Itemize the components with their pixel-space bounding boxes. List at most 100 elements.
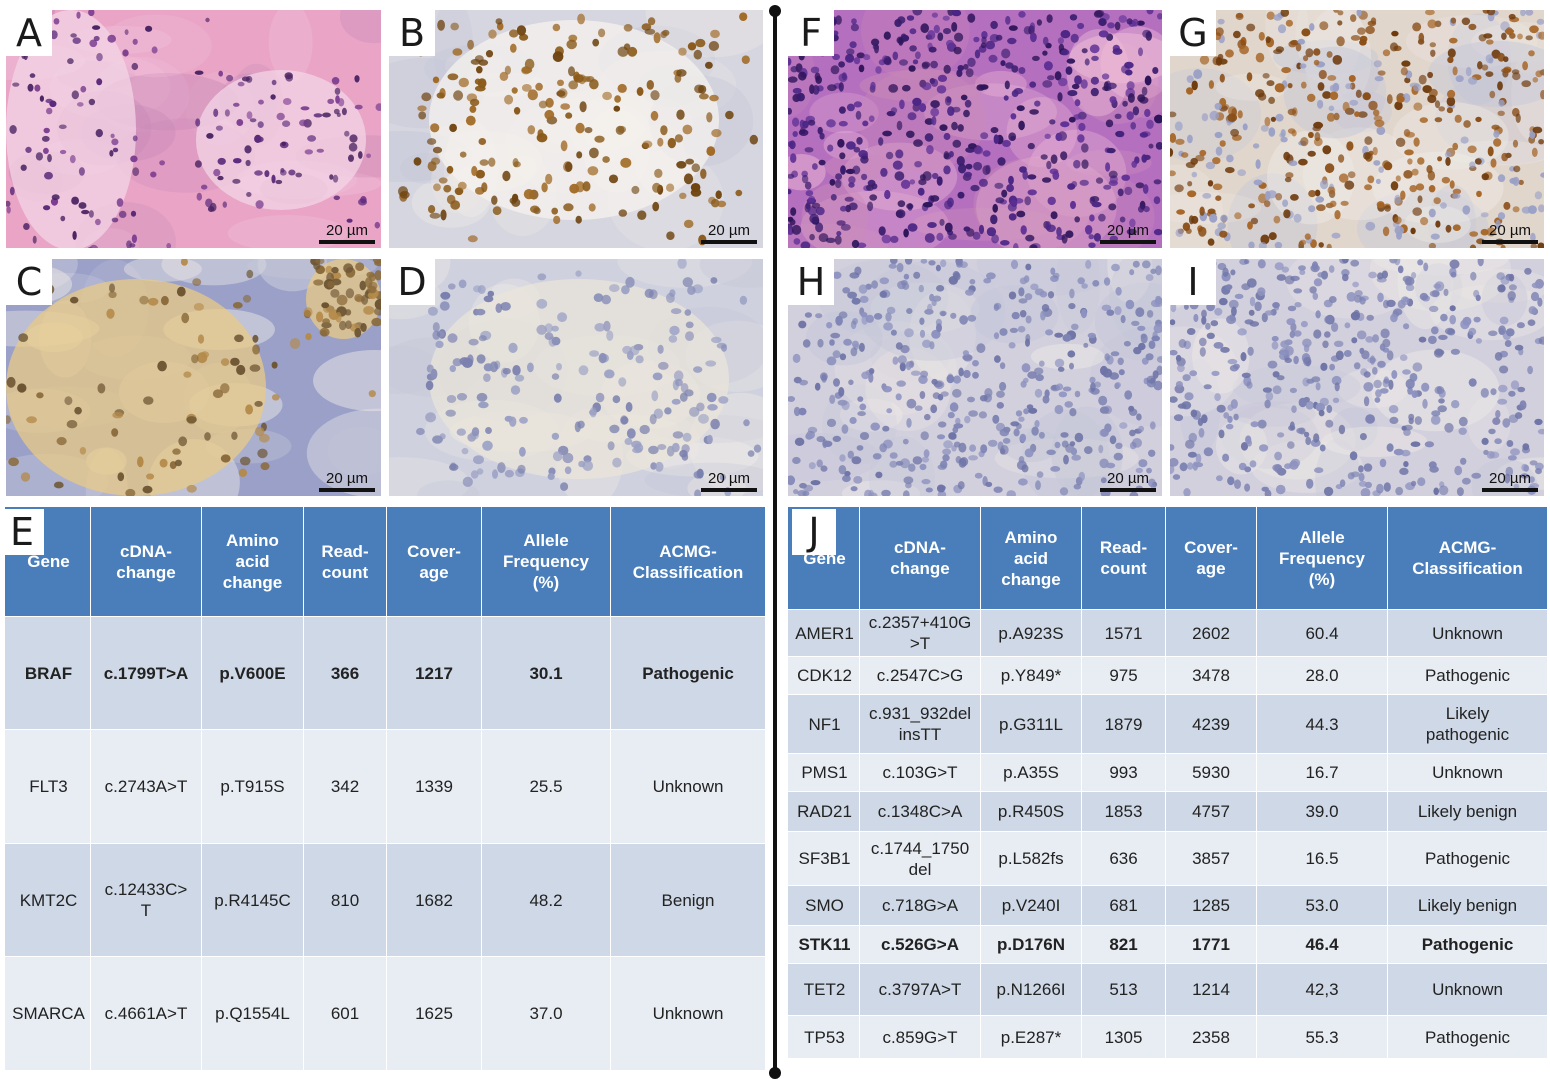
table-cell: p.V600E	[201, 616, 304, 730]
table-cell: 4239	[1165, 694, 1257, 754]
table-cell: 1853	[1081, 791, 1166, 832]
scale-bar-line	[1482, 240, 1538, 244]
table-cell: 366	[303, 616, 387, 730]
table-cell: 601	[303, 956, 387, 1071]
table-cell: p.G311L	[980, 694, 1082, 754]
table-cell: RAD21	[787, 791, 860, 832]
table-row: BRAF c.1799T>A p.V600E 366 1217 30.1 Pathogeni…	[4, 616, 766, 730]
scale-bar-line	[1100, 488, 1156, 492]
column-header: Allele Frequency (%)	[1256, 506, 1388, 610]
divider-top-dot	[769, 5, 781, 17]
table-cell: c.3797A>T	[859, 963, 981, 1016]
panel-label-a: A	[6, 10, 52, 56]
table-cell: 39.0	[1256, 791, 1388, 832]
table-row: TP53 c.859G>T p.E287* 1305 2358 55.3 Pathogeni…	[787, 1015, 1548, 1059]
scale-bar-line	[701, 240, 757, 244]
column-header: Read-count	[1081, 506, 1166, 610]
panel-h-ihc-negative: H 20 µm	[788, 259, 1162, 496]
table-cell: 513	[1081, 963, 1166, 1016]
table-cell: p.T915S	[201, 729, 304, 844]
table-cell: 342	[303, 729, 387, 844]
column-header: ACMG- Classification	[1387, 506, 1548, 610]
panel-g-ihc-nuclear: G 20 µm	[1170, 10, 1544, 248]
table-cell: c.2547C>G	[859, 656, 981, 695]
table-cell: Unknown	[1387, 753, 1548, 792]
column-header: cDNA-change	[859, 506, 981, 610]
panel-label-d: D	[389, 259, 435, 305]
column-header: Amino acid change	[980, 506, 1082, 610]
table-cell: 16.7	[1256, 753, 1388, 792]
scale-bar-text: 20 µm	[326, 470, 368, 487]
table-cell: 28.0	[1256, 656, 1388, 695]
table-j-variants: Gene cDNA-change Amino acid change Read-count…	[787, 506, 1548, 1059]
table-cell: p.V240I	[980, 885, 1082, 926]
table-cell: 3857	[1165, 831, 1257, 886]
scale-bar-line	[1482, 488, 1538, 492]
table-row: NF1 c.931_932del insTT p.G311L 1879 4239 44.3 L…	[787, 694, 1548, 754]
table-cell: 810	[303, 843, 387, 957]
table-cell: p.Y849*	[980, 656, 1082, 695]
table-cell: p.D176N	[980, 925, 1082, 964]
table-cell: 44.3	[1256, 694, 1388, 754]
panel-b-ihc-nuclear: B 20 µm	[389, 10, 763, 248]
column-header: Amino acid change	[201, 506, 304, 617]
table-cell: 16.5	[1256, 831, 1388, 886]
table-cell: 1217	[386, 616, 482, 730]
table-e-header-row: Gene cDNA-change Amino acid change Read-count…	[4, 506, 766, 617]
table-cell: 48.2	[481, 843, 611, 957]
table-cell: c.4661A>T	[90, 956, 202, 1071]
scale-bar: 20 µm	[1100, 222, 1156, 244]
table-cell: Pathogenic	[610, 616, 766, 730]
scale-bar: 20 µm	[319, 470, 375, 492]
table-cell: 37.0	[481, 956, 611, 1071]
center-divider-line	[773, 10, 777, 1074]
table-cell: 25.5	[481, 729, 611, 844]
table-row: PMS1 c.103G>T p.A35S 993 5930 16.7 Unknown	[787, 753, 1548, 792]
scale-bar-text: 20 µm	[326, 222, 368, 239]
table-row: RAD21 c.1348C>A p.R450S 1853 4757 39.0 Likely …	[787, 791, 1548, 832]
table-j-header-row: Gene cDNA-change Amino acid change Read-count…	[787, 506, 1548, 610]
table-cell: Unknown	[1387, 609, 1548, 657]
table-cell: p.A35S	[980, 753, 1082, 792]
table-cell: p.L582fs	[980, 831, 1082, 886]
table-cell: 60.4	[1256, 609, 1388, 657]
table-cell: 5930	[1165, 753, 1257, 792]
table-cell: KMT2C	[4, 843, 91, 957]
table-cell: c.103G>T	[859, 753, 981, 792]
table-cell: Benign	[610, 843, 766, 957]
table-cell: 1214	[1165, 963, 1257, 1016]
table-cell: 993	[1081, 753, 1166, 792]
table-cell: FLT3	[4, 729, 91, 844]
scale-bar-text: 20 µm	[708, 470, 750, 487]
table-row: STK11 c.526G>A p.D176N 821 1771 46.4 Pathogeni…	[787, 925, 1548, 964]
scale-bar: 20 µm	[319, 222, 375, 244]
column-header: Cover-age	[386, 506, 482, 617]
column-header: Read-count	[303, 506, 387, 617]
scale-bar-text: 20 µm	[1107, 222, 1149, 239]
table-row: TET2 c.3797A>T p.N1266I 513 1214 42,3 Unknown	[787, 963, 1548, 1016]
table-row: CDK12 c.2547C>G p.Y849* 975 3478 28.0 Pathogen…	[787, 656, 1548, 695]
panel-label-g: G	[1170, 10, 1216, 56]
panel-i-ihc-negative: I 20 µm	[1170, 259, 1544, 496]
column-header: cDNA-change	[90, 506, 202, 617]
table-cell: PMS1	[787, 753, 860, 792]
scale-bar-text: 20 µm	[1107, 470, 1149, 487]
table-cell: 1571	[1081, 609, 1166, 657]
scale-bar: 20 µm	[1100, 470, 1156, 492]
scale-bar: 20 µm	[1482, 470, 1538, 492]
table-cell: p.A923S	[980, 609, 1082, 657]
table-cell: Likely benign	[1387, 885, 1548, 926]
table-cell: BRAF	[4, 616, 91, 730]
table-cell: 2358	[1165, 1015, 1257, 1059]
scale-bar-line	[319, 488, 375, 492]
table-cell: c.931_932del insTT	[859, 694, 981, 754]
table-cell: AMER1	[787, 609, 860, 657]
table-e-label: E	[0, 509, 44, 555]
scale-bar: 20 µm	[1482, 222, 1538, 244]
panel-c-ihc-cytoplasmic: C 20 µm	[6, 259, 381, 496]
table-cell: c.2743A>T	[90, 729, 202, 844]
table-cell: TET2	[787, 963, 860, 1016]
table-cell: TP53	[787, 1015, 860, 1059]
panel-d-ihc-negative: D 20 µm	[389, 259, 763, 496]
